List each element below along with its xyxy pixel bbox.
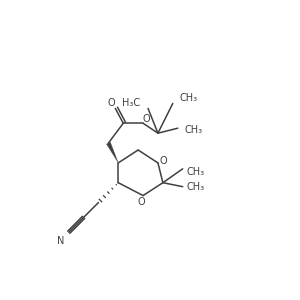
- Text: O: O: [142, 114, 150, 124]
- Text: O: O: [159, 156, 167, 166]
- Text: CH₃: CH₃: [187, 167, 205, 177]
- Text: CH₃: CH₃: [185, 125, 203, 135]
- Text: H₃C: H₃C: [122, 98, 140, 108]
- Text: N: N: [57, 236, 64, 246]
- Text: O: O: [107, 98, 115, 108]
- Polygon shape: [106, 142, 118, 163]
- Text: CH₃: CH₃: [180, 94, 198, 103]
- Text: CH₃: CH₃: [187, 182, 205, 192]
- Text: O: O: [137, 196, 145, 206]
